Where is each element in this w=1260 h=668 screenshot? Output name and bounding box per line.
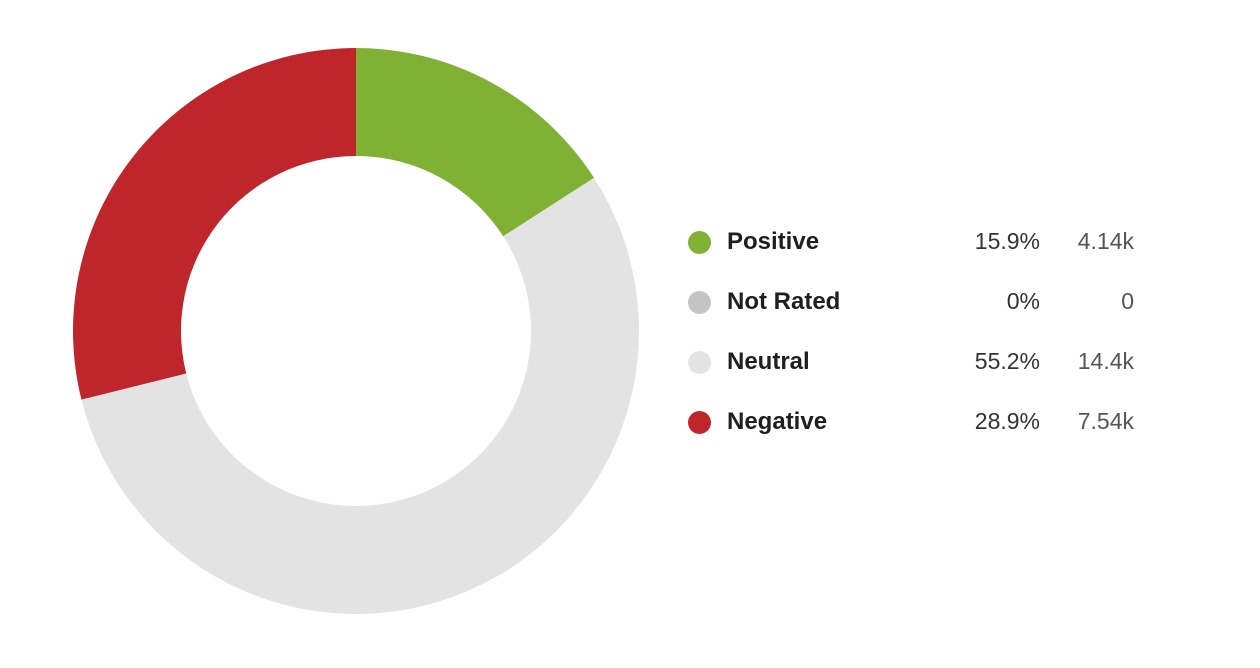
legend-percent-negative: 28.9%: [974, 408, 1040, 434]
legend-item-neutral[interactable]: Neutral 55.2% 14.4k: [688, 334, 1148, 394]
donut-slice-positive[interactable]: [356, 48, 594, 237]
legend-swatch-negative: [688, 411, 711, 434]
legend-swatch-neutral: [688, 351, 711, 374]
legend-label-positive: Positive: [727, 228, 820, 255]
legend-count-negative: 7.54k: [1077, 408, 1134, 434]
legend-count-not-rated: 0: [1121, 288, 1134, 314]
legend-percent-positive: 15.9%: [974, 228, 1040, 254]
legend-swatch-positive: [688, 231, 711, 254]
legend-count-neutral: 14.4k: [1077, 348, 1134, 374]
donut-slice-neutral[interactable]: [81, 177, 640, 615]
donut-chart: [72, 48, 640, 615]
legend-percent-neutral: 55.2%: [974, 348, 1040, 374]
legend-label-negative: Negative: [727, 408, 828, 435]
donut-slice-negative[interactable]: [72, 48, 356, 400]
legend-label-neutral: Neutral: [727, 348, 810, 375]
legend-swatch-not-rated: [688, 291, 711, 314]
legend-count-positive: 4.14k: [1077, 228, 1134, 254]
chart-legend: Positive 15.9% 4.14k Not Rated 0% 0 Neut…: [688, 214, 1148, 454]
legend-item-negative[interactable]: Negative 28.9% 7.54k: [688, 394, 1148, 454]
legend-item-positive[interactable]: Positive 15.9% 4.14k: [688, 214, 1148, 274]
legend-percent-not-rated: 0%: [1006, 288, 1040, 314]
legend-item-not-rated[interactable]: Not Rated 0% 0: [688, 274, 1148, 334]
legend-label-not-rated: Not Rated: [727, 288, 841, 315]
